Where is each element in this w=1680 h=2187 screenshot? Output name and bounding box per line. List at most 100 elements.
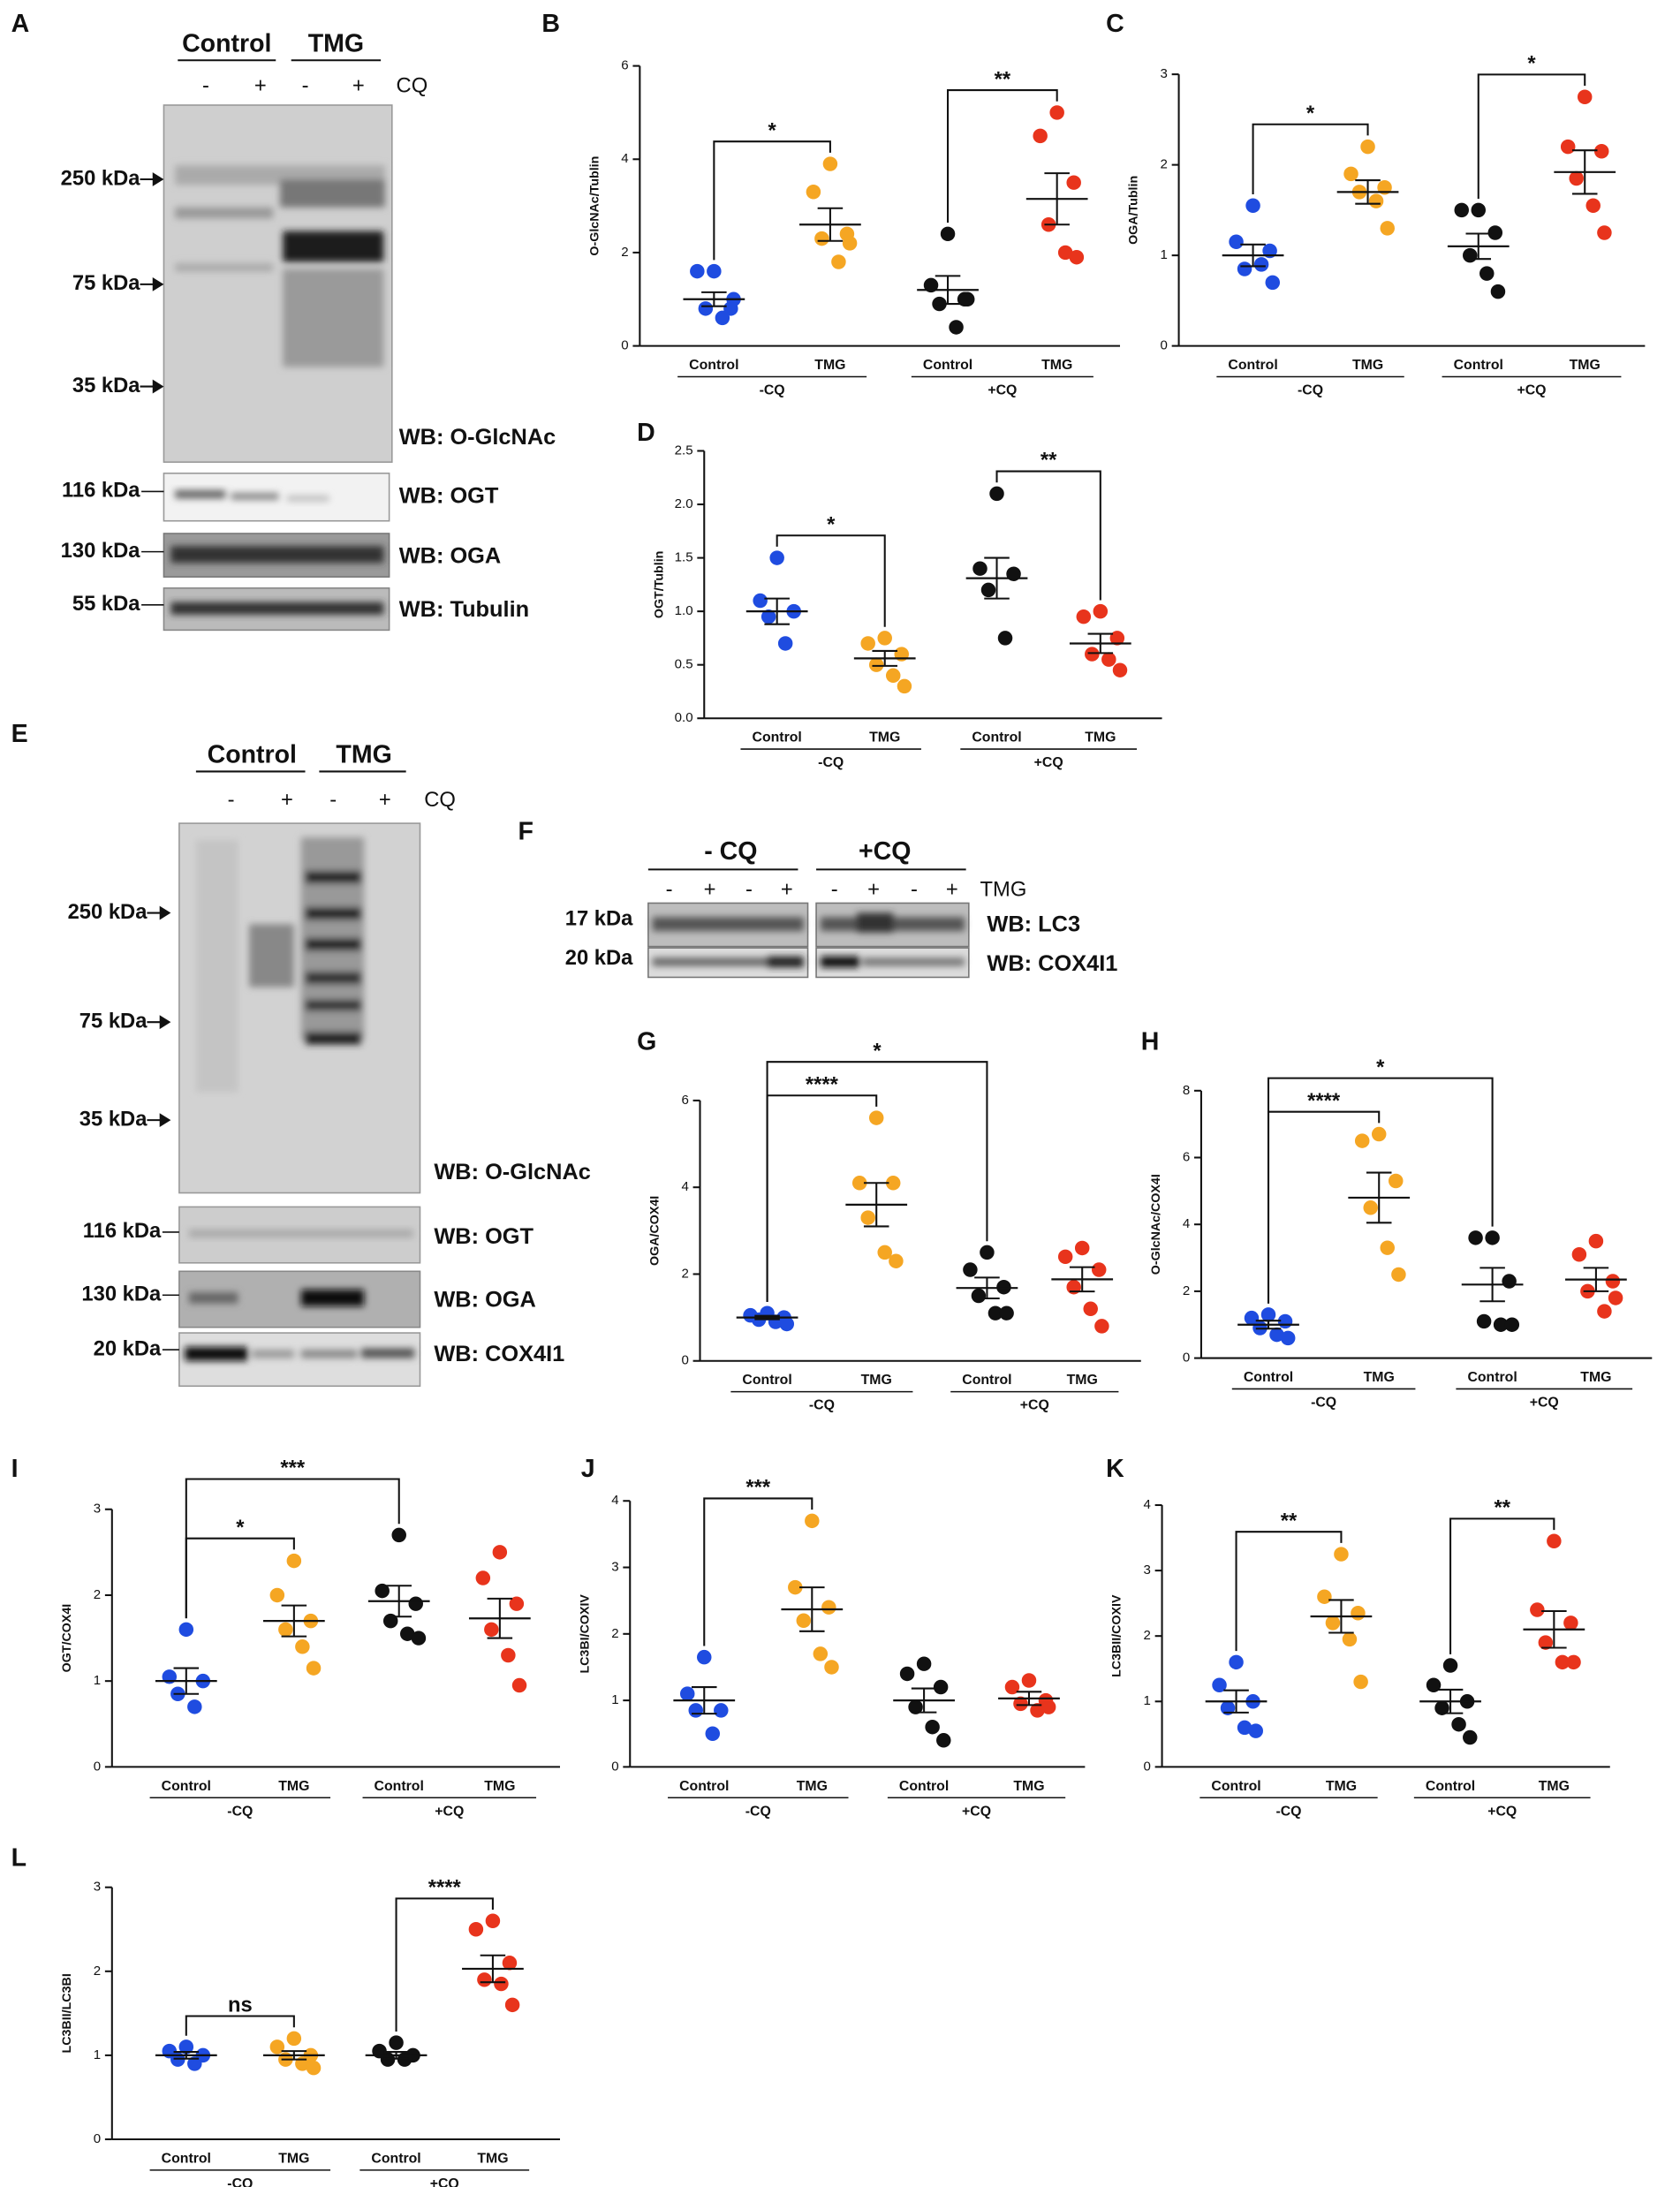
error-bar xyxy=(173,2051,200,2060)
group-label: +CQ xyxy=(1020,1398,1049,1413)
significance-label: **** xyxy=(428,1876,462,1900)
significance-label: *** xyxy=(745,1476,770,1500)
x-tick-label: TMG xyxy=(1352,358,1383,373)
blot-label: WB: LC3 xyxy=(987,912,1080,937)
data-point xyxy=(1085,647,1100,662)
panel-letter: B xyxy=(541,10,560,38)
data-point xyxy=(705,1726,721,1741)
data-point xyxy=(690,263,705,279)
size-marker: 250 kDa xyxy=(61,166,141,190)
data-point xyxy=(1093,603,1109,619)
size-marker: 75 kDa xyxy=(79,1009,148,1033)
data-point xyxy=(178,2039,194,2055)
data-point xyxy=(959,291,975,307)
data-point xyxy=(806,185,821,200)
group-label: +CQ xyxy=(1530,1395,1559,1410)
x-tick-label: Control xyxy=(1467,1370,1517,1385)
x-tick-label: Control xyxy=(742,1373,791,1388)
lane-label: + xyxy=(254,74,267,98)
error-bar xyxy=(1328,1599,1354,1634)
data-point xyxy=(399,1626,415,1641)
error-bar xyxy=(383,2051,409,2060)
significance-bracket xyxy=(1267,1077,1494,1304)
marker-arrowhead xyxy=(152,276,164,291)
data-point xyxy=(1563,1616,1578,1631)
significance-label: ns xyxy=(228,1994,253,2017)
marker-arrowhead xyxy=(152,172,164,186)
data-point xyxy=(769,550,784,565)
error-bar xyxy=(281,2050,307,2061)
y-tick-label: 0 xyxy=(1143,1759,1150,1774)
data-point xyxy=(860,1210,875,1225)
error-bar xyxy=(487,1597,513,1639)
data-point xyxy=(707,263,722,279)
data-point xyxy=(1269,1327,1284,1343)
bands xyxy=(175,165,385,367)
significance-label: ** xyxy=(1281,1509,1298,1532)
data-point xyxy=(1608,1290,1623,1305)
x-tick-label: TMG xyxy=(1539,1779,1570,1794)
error-bar xyxy=(872,649,897,667)
y-tick-label: 0 xyxy=(621,338,628,353)
data-point xyxy=(1569,170,1584,186)
y-tick-label: 1.5 xyxy=(675,550,693,565)
data-point xyxy=(501,1647,516,1663)
data-point xyxy=(796,1613,812,1628)
error-bar xyxy=(863,1182,889,1228)
data-point xyxy=(989,486,1004,502)
data-point xyxy=(1220,1700,1236,1715)
data-point xyxy=(1547,1533,1562,1548)
data-point xyxy=(679,1686,695,1701)
panel-letter: A xyxy=(11,10,30,38)
data-point xyxy=(187,1699,202,1714)
significance-bracket xyxy=(703,1497,814,1646)
data-point xyxy=(1069,249,1085,265)
data-point xyxy=(1560,139,1576,155)
blot-f xyxy=(647,902,970,979)
y-tick-label: 0.5 xyxy=(675,657,693,672)
y-tick-label: 0 xyxy=(94,1759,101,1774)
y-tick-label: 2 xyxy=(621,245,628,260)
data-point xyxy=(971,1288,987,1304)
data-point xyxy=(997,631,1013,646)
data-point xyxy=(877,631,892,646)
data-point xyxy=(494,1976,509,1992)
lane-label: + xyxy=(946,877,958,901)
significance-bracket xyxy=(995,470,1101,601)
data-point xyxy=(868,657,884,672)
y-tick-label: 3 xyxy=(94,1880,101,1895)
error-bar xyxy=(817,207,844,242)
significance-bracket xyxy=(766,1094,878,1303)
error-bar xyxy=(984,556,1010,600)
error-bar xyxy=(1465,232,1492,261)
x-tick-label: TMG xyxy=(797,1779,828,1794)
data-point xyxy=(295,1639,310,1654)
y-tick-label: 1 xyxy=(1161,247,1168,262)
data-point xyxy=(1004,1679,1020,1695)
error-bar xyxy=(1355,179,1381,205)
data-point xyxy=(1237,261,1252,276)
data-point xyxy=(1597,225,1612,240)
error-bar xyxy=(1223,1689,1249,1714)
data-point xyxy=(1245,198,1260,213)
data-point xyxy=(1094,1319,1109,1334)
y-tick-label: 2 xyxy=(611,1626,618,1641)
data-point xyxy=(851,1176,867,1191)
data-point xyxy=(1354,1133,1370,1148)
data-point xyxy=(925,1719,940,1735)
x-tick-label: TMG xyxy=(1364,1370,1395,1385)
data-point xyxy=(1585,198,1601,213)
panel-letter: L xyxy=(11,1844,26,1873)
lane-label: + xyxy=(352,74,365,98)
error-bar xyxy=(1069,1266,1095,1293)
error-bar xyxy=(1255,1320,1282,1330)
error-bar xyxy=(799,1586,825,1632)
data-point xyxy=(1434,1700,1449,1715)
data-point xyxy=(269,2039,285,2055)
blot-label: WB: OGA xyxy=(399,544,502,569)
data-point xyxy=(1076,609,1092,624)
data-point xyxy=(1471,202,1487,218)
group-label: +CQ xyxy=(1034,755,1063,770)
x-tick-label: Control xyxy=(1426,1779,1475,1794)
size-marker: 17 kDa xyxy=(565,907,633,931)
